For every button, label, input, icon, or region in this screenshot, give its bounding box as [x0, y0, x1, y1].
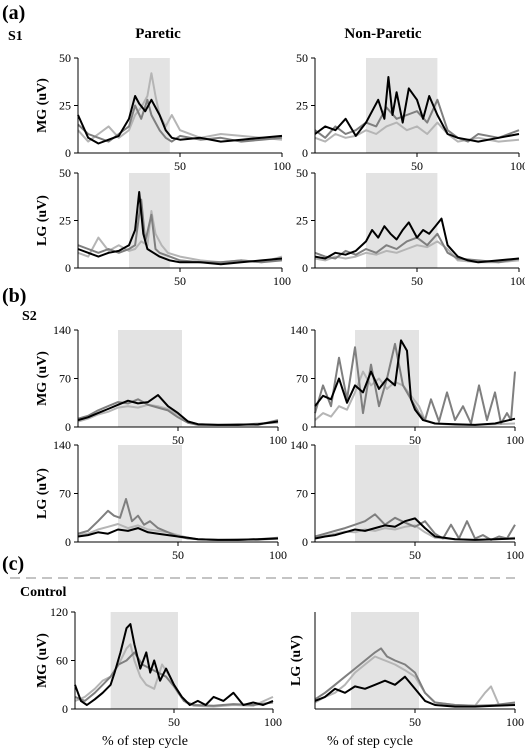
- x-tick-label: 100: [506, 548, 524, 562]
- emg-trace-1: [314, 675, 516, 708]
- y-tick-label: 50: [59, 166, 71, 180]
- emg-plot-s2-paretic-lg: 0 70 140 50 100 LG (uV): [35, 438, 287, 562]
- y-tick-label: 0: [302, 535, 308, 549]
- y-tick-label: 25: [59, 99, 71, 113]
- x-axis-title-left: % of step cycle: [102, 734, 188, 749]
- y-tick-label: 25: [296, 99, 308, 113]
- y-tick-label: 60: [56, 654, 68, 668]
- y-tick-label: 25: [59, 214, 71, 228]
- x-axis-title-right: % of step cycle: [327, 734, 413, 749]
- y-tick-label: 50: [296, 51, 308, 65]
- y-tick-label: 140: [53, 323, 71, 337]
- emg-plot-s1-non-paretic-mg: 0 25 50 50 100: [296, 51, 525, 173]
- plot-area: 0 25 50 50 100 MG (uV) 0 25 50 50 100 0 25 50 50 100 LG …: [35, 51, 525, 729]
- y-tick-label: 0: [65, 420, 71, 434]
- x-tick-label: 50: [409, 715, 421, 729]
- subject-label-s1: S1: [8, 29, 23, 44]
- y-tick-label: 50: [59, 51, 71, 65]
- x-tick-label: 50: [168, 715, 180, 729]
- y-axis-label: MG (uV): [35, 351, 50, 406]
- shaded-region: [366, 58, 438, 153]
- subject-label-s2: S2: [22, 309, 37, 324]
- y-axis-label: LG (uV): [289, 635, 304, 686]
- panel-label-c: (c): [2, 553, 24, 575]
- emg-plot-s2-non-paretic-mg: 0 70 140 50 100: [290, 323, 524, 447]
- emg-trace-1: [314, 339, 516, 426]
- x-tick-label: 100: [273, 159, 291, 173]
- y-axis-label: MG (uV): [35, 78, 50, 133]
- y-tick-label: 70: [59, 487, 71, 501]
- emg-trace-1: [314, 76, 520, 143]
- panel-label-a: (a): [2, 2, 25, 24]
- subject-label-control: Control: [20, 585, 67, 600]
- x-tick-label: 50: [174, 274, 186, 288]
- emg-plot-control-control-lg: 50 100 LG (uV): [289, 612, 524, 729]
- x-tick-label: 100: [264, 715, 282, 729]
- x-tick-label: 100: [510, 274, 525, 288]
- emg-trace-2: [77, 198, 283, 264]
- x-tick-label: 50: [409, 548, 421, 562]
- emg-trace-2: [314, 342, 516, 425]
- x-tick-label: 100: [273, 274, 291, 288]
- emg-trace-1: [314, 217, 520, 264]
- emg-trace-1: [77, 394, 279, 426]
- y-tick-label: 140: [290, 323, 308, 337]
- y-tick-label: 0: [65, 261, 71, 275]
- y-tick-label: 70: [296, 372, 308, 386]
- y-tick-label: 0: [302, 420, 308, 434]
- emg-trace-3: [314, 121, 520, 143]
- x-tick-label: 50: [172, 548, 184, 562]
- emg-trace-2: [314, 513, 516, 541]
- emg-trace-3: [77, 210, 283, 264]
- emg-plot-s1-non-paretic-lg: 0 25 50 50 100: [296, 166, 525, 288]
- y-tick-label: 0: [65, 535, 71, 549]
- x-tick-label: 50: [411, 274, 423, 288]
- y-tick-label: 70: [59, 372, 71, 386]
- y-tick-label: 140: [290, 438, 308, 452]
- emg-trace-3: [314, 240, 520, 264]
- emg-trace-1: [314, 517, 516, 541]
- x-tick-label: 50: [172, 433, 184, 447]
- emg-trace-1: [77, 191, 283, 266]
- panel-label-b: (b): [2, 285, 26, 307]
- y-tick-label: 0: [62, 702, 68, 716]
- emg-trace-2: [314, 647, 516, 707]
- emg-trace-3: [314, 655, 516, 707]
- x-tick-label: 50: [174, 159, 186, 173]
- y-axis-label: LG (uV): [35, 468, 50, 519]
- x-tick-label: 100: [269, 548, 287, 562]
- y-tick-label: 120: [50, 605, 68, 619]
- emg-trace-2: [314, 98, 520, 143]
- x-tick-label: 100: [506, 433, 524, 447]
- emg-plot-control-control-mg: 0 60 120 50 100 MG (uV): [35, 605, 282, 729]
- y-tick-label: 70: [296, 487, 308, 501]
- x-tick-label: 50: [411, 159, 423, 173]
- y-axis-label: LG (uV): [35, 195, 50, 246]
- y-tick-label: 140: [53, 438, 71, 452]
- emg-trace-2: [77, 98, 283, 143]
- emg-trace-1: [74, 623, 274, 706]
- y-tick-label: 0: [65, 146, 71, 160]
- emg-plot-s1-paretic-mg: 0 25 50 50 100 MG (uV): [35, 51, 291, 173]
- emg-plot-s2-paretic-mg: 0 70 140 50 100 MG (uV): [35, 323, 287, 447]
- y-tick-label: 0: [302, 261, 308, 275]
- emg-trace-1: [77, 95, 283, 145]
- x-tick-label: 50: [409, 433, 421, 447]
- y-tick-label: 0: [302, 146, 308, 160]
- x-tick-label: 100: [506, 715, 524, 729]
- shaded-region: [118, 445, 182, 542]
- emg-trace-3: [77, 72, 283, 143]
- emg-plot-s2-non-paretic-lg: 0 70 140 50 100: [290, 438, 524, 562]
- y-tick-label: 50: [296, 166, 308, 180]
- y-axis-label: MG (uV): [35, 633, 50, 688]
- emg-trace-1: [77, 527, 279, 541]
- column-header-paretic: Paretic: [135, 26, 181, 42]
- emg-plot-s1-paretic-lg: 0 25 50 50 100 LG (uV): [35, 166, 291, 288]
- x-tick-label: 100: [269, 433, 287, 447]
- column-header-non-paretic: Non-Paretic: [344, 26, 422, 42]
- x-tick-label: 100: [510, 159, 525, 173]
- y-tick-label: 25: [296, 214, 308, 228]
